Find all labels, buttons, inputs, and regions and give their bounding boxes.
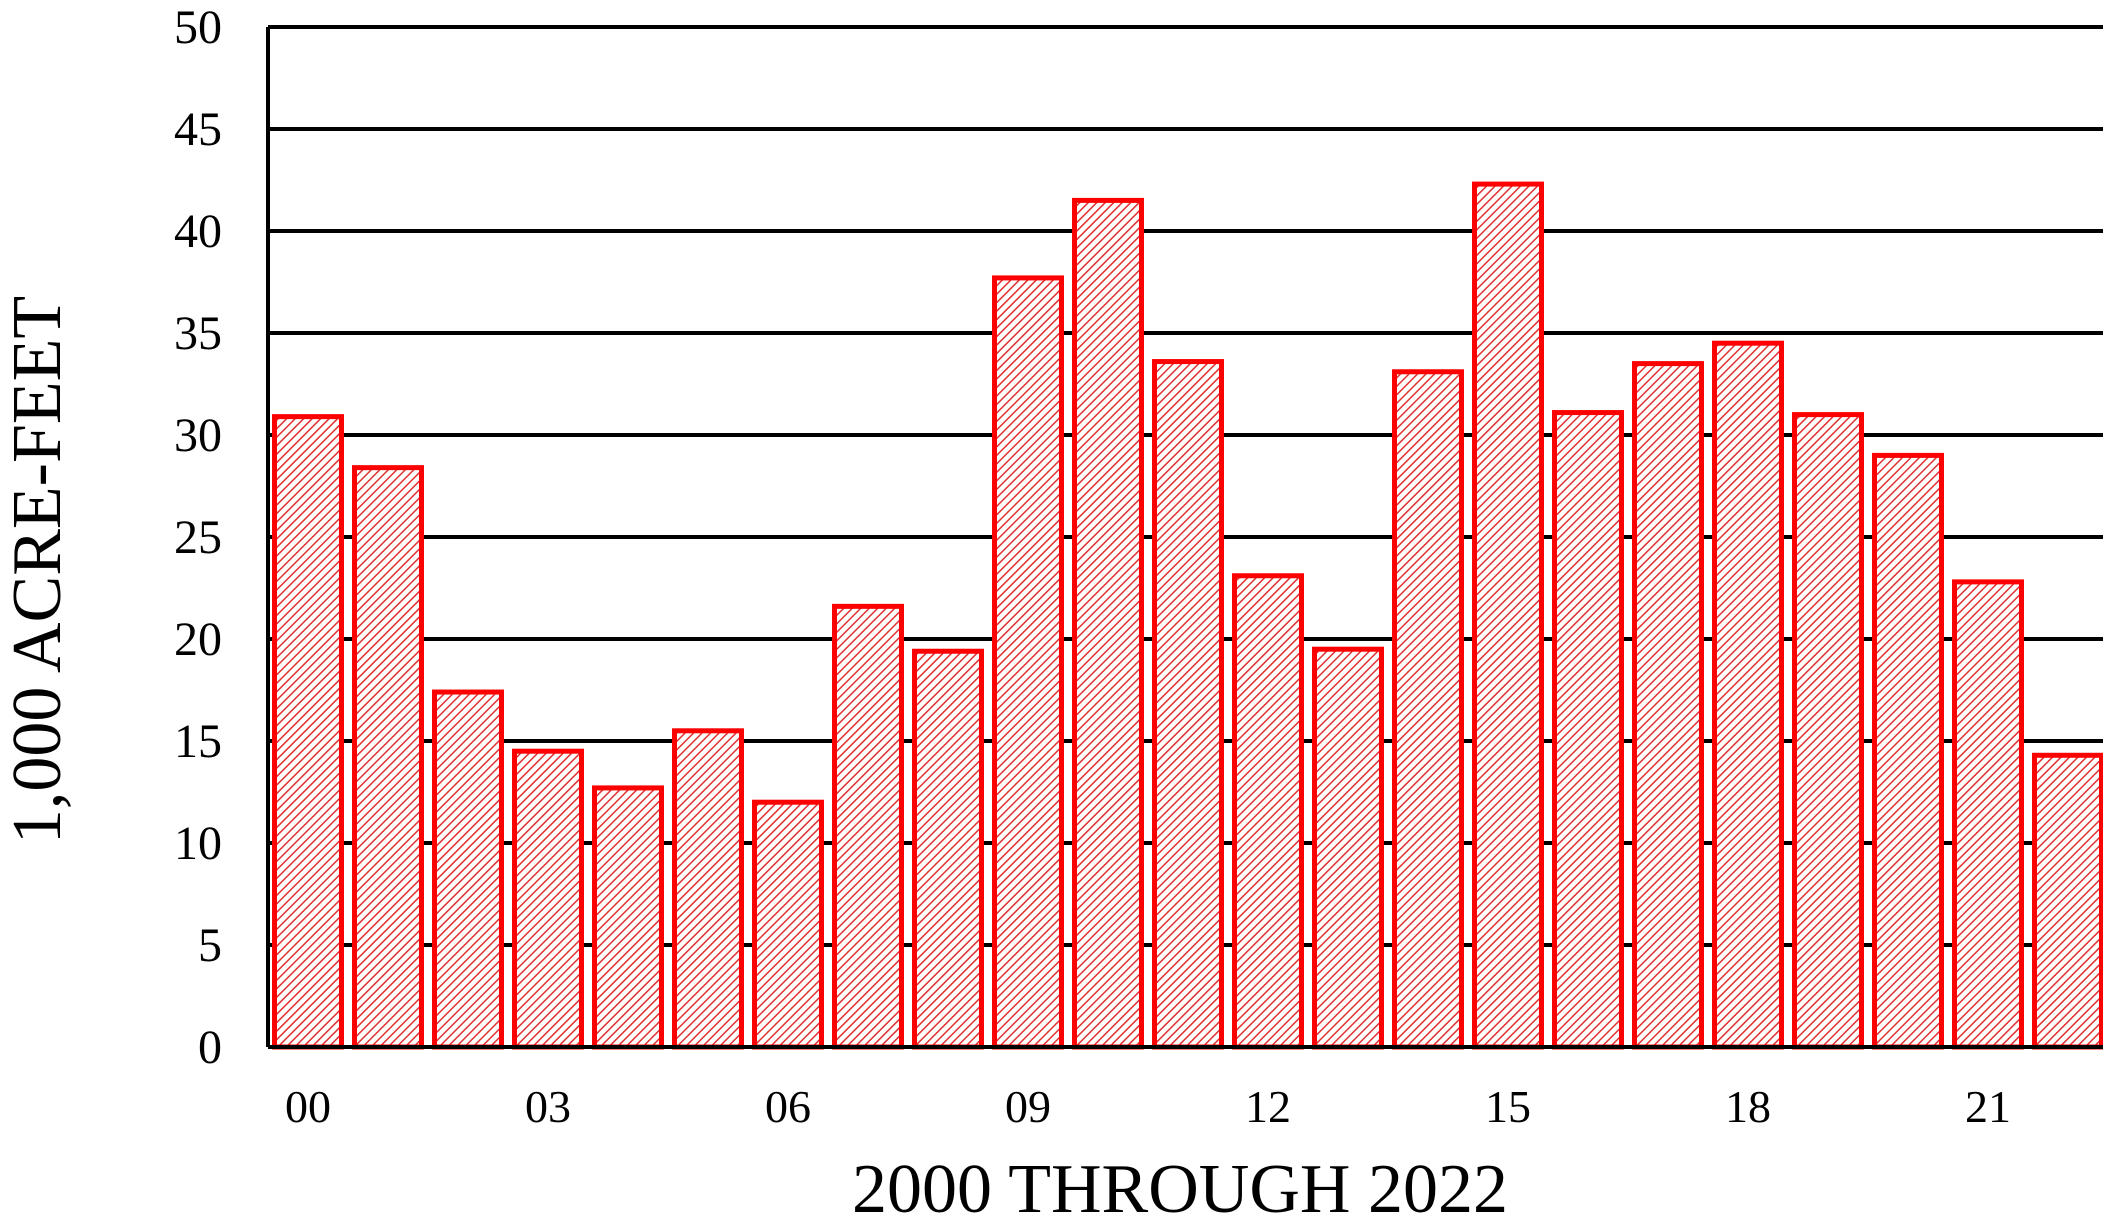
bar-16	[1552, 410, 1624, 1050]
x-tick-label: 06	[765, 1081, 811, 1132]
x-tick-labels: 00 03 06 09 12 15 18 21	[285, 1081, 2011, 1132]
y-tick-label: 0	[198, 1021, 222, 1074]
y-tick-label: 35	[174, 307, 222, 360]
x-tick-label: 09	[1005, 1081, 1051, 1132]
x-tick-label: 15	[1485, 1081, 1531, 1132]
bar-21	[1952, 579, 2024, 1050]
bar-19	[1792, 412, 1864, 1050]
bar-00	[272, 414, 344, 1050]
bar-01	[352, 465, 424, 1050]
bar-02	[432, 689, 504, 1050]
x-axis-title: 2000 THROUGH 2022	[852, 1151, 1508, 1217]
bars	[272, 181, 2103, 1050]
y-tick-label: 10	[174, 817, 222, 870]
axes	[266, 27, 2103, 1049]
x-tick-label: 18	[1725, 1081, 1771, 1132]
bar-13	[1312, 646, 1384, 1050]
y-tick-label: 45	[174, 103, 222, 156]
bar-03	[512, 748, 584, 1050]
x-tick-label: 03	[525, 1081, 571, 1132]
bar-12	[1232, 573, 1304, 1050]
bar-18	[1712, 340, 1784, 1050]
y-axis-title: 1,000 ACRE-FEET	[0, 296, 76, 844]
bar-09	[992, 275, 1064, 1050]
bar-07	[832, 603, 904, 1050]
y-tick-label: 20	[174, 613, 222, 666]
y-tick-label: 50	[174, 1, 222, 54]
y-tick-label: 40	[174, 205, 222, 258]
y-tick-label: 25	[174, 511, 222, 564]
bar-20	[1872, 452, 1944, 1050]
y-tick-label: 5	[198, 919, 222, 972]
y-tick-label: 30	[174, 409, 222, 462]
x-tick-label: 12	[1245, 1081, 1291, 1132]
y-tick-labels: 0 5 10 15 20 25 30 35 40 45 50	[174, 1, 222, 1074]
bar-05	[672, 728, 744, 1050]
x-tick-label: 21	[1965, 1081, 2011, 1132]
bar-22	[2032, 752, 2103, 1050]
bar-11	[1152, 359, 1224, 1050]
y-tick-label: 15	[174, 715, 222, 768]
bar-15	[1472, 181, 1544, 1050]
bar-14	[1392, 369, 1464, 1050]
bar-10	[1072, 197, 1144, 1050]
bar-04	[592, 785, 664, 1050]
bar-06	[752, 799, 824, 1050]
bar-17	[1632, 361, 1704, 1050]
x-tick-label: 00	[285, 1081, 331, 1132]
bar-08	[912, 648, 984, 1050]
